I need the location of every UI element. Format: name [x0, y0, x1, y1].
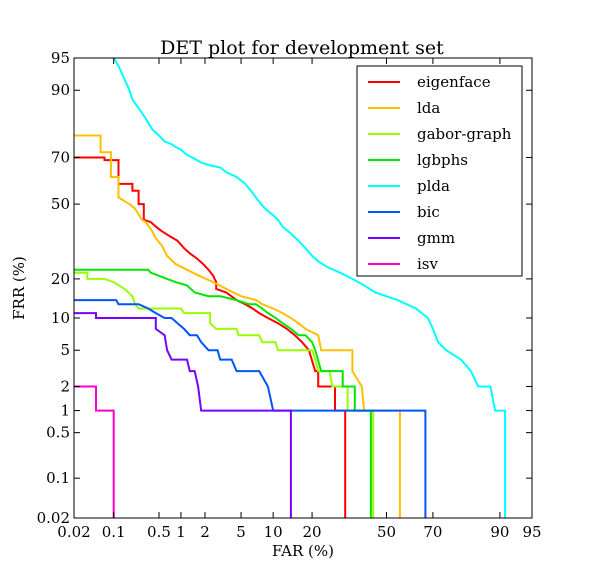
legend-label-eigenface: eigenface — [417, 73, 491, 91]
x-tick-label: 90 — [490, 523, 509, 541]
x-tick-label: 20 — [303, 523, 322, 541]
series-lda — [74, 134, 401, 518]
series-isv — [74, 385, 115, 518]
x-tick-label: 70 — [423, 523, 442, 541]
series-layer — [74, 57, 507, 518]
x-tick-label: 1 — [176, 523, 186, 541]
legend-box — [356, 65, 523, 277]
legend-label-bic: bic — [417, 203, 440, 221]
x-tick-label: 0.02 — [57, 523, 90, 541]
series-eigenface — [74, 156, 347, 518]
x-tick-label: 0.1 — [102, 523, 126, 541]
y-tick-label: 10 — [51, 309, 70, 327]
y-tick-label: 0.02 — [37, 509, 70, 527]
x-axis-label: FAR (%) — [272, 542, 334, 560]
legend-label-isv: isv — [417, 255, 438, 273]
legend-label-gabor-graph: gabor-graph — [417, 125, 512, 143]
y-tick-label: 0.5 — [46, 424, 70, 442]
x-ticks: 0.02 0.1 0.5 1 2 5 10 20 50 70 90 95 — [57, 58, 542, 541]
x-tick-label: 95 — [522, 523, 541, 541]
y-tick-label: 90 — [51, 81, 70, 99]
x-tick-label: 2 — [200, 523, 210, 541]
legend-label-lda: lda — [417, 99, 440, 117]
x-tick-label: 5 — [236, 523, 246, 541]
y-axis-label: FRR (%) — [10, 256, 28, 320]
legend-label-lgbphs: lgbphs — [417, 151, 468, 169]
x-tick-label: 0.5 — [147, 523, 171, 541]
series-plda — [112, 57, 507, 518]
legend-label-plda: plda — [417, 177, 450, 195]
x-tick-label: 10 — [264, 523, 283, 541]
y-tick-label: 70 — [51, 149, 70, 167]
y-tick-label: 5 — [60, 341, 70, 359]
y-tick-label: 95 — [51, 49, 70, 67]
series-gabor-graph — [74, 271, 375, 518]
series-lgbphs — [74, 268, 372, 518]
y-tick-label: 0.1 — [46, 469, 70, 487]
legend: eigenface lda gabor-graph lgbphs plda bic gmm i… — [356, 65, 523, 277]
y-tick-label: 1 — [60, 402, 70, 420]
x-tick-label: 50 — [377, 523, 396, 541]
series-gmm — [74, 312, 292, 518]
plot-frame — [73, 57, 533, 519]
y-ticks: 0.02 0.1 0.5 1 2 5 10 20 50 70 90 95 — [37, 49, 532, 527]
y-tick-label: 50 — [51, 195, 70, 213]
chart-title: DET plot for development set — [160, 37, 444, 59]
y-tick-label: 20 — [51, 270, 70, 288]
y-tick-label: 2 — [60, 377, 70, 395]
legend-label-gmm: gmm — [417, 229, 455, 247]
